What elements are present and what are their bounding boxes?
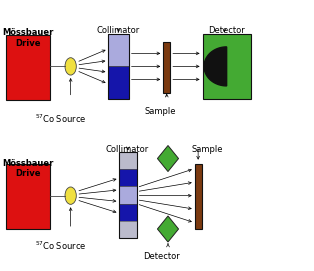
Bar [6,35,50,100]
Bar [6,164,50,229]
Polygon shape [204,47,227,86]
Bar [119,152,137,169]
Text: $^{57}$Co Source: $^{57}$Co Source [35,112,87,125]
Text: $^{57}$Co Source: $^{57}$Co Source [35,240,87,252]
Text: Detector: Detector [143,252,180,261]
Bar [119,169,137,186]
Text: Mössbauer
Drive: Mössbauer Drive [3,28,54,48]
Text: Collimator: Collimator [96,26,139,35]
Text: Detector: Detector [208,26,245,35]
Text: Mössbauer
Drive: Mössbauer Drive [3,159,54,178]
Bar [108,34,129,99]
Bar [119,204,137,221]
Bar [203,34,251,99]
Bar [195,164,202,229]
Ellipse shape [65,58,76,75]
Bar [108,66,129,99]
Bar [163,42,170,93]
Bar [119,186,137,204]
Bar [119,152,137,238]
Text: Sample: Sample [144,107,176,116]
Bar [119,221,137,238]
Ellipse shape [65,187,76,204]
Text: Sample: Sample [192,145,223,154]
Bar [108,34,129,66]
Polygon shape [157,216,179,242]
Text: Collimator: Collimator [106,145,149,154]
Polygon shape [157,146,179,172]
